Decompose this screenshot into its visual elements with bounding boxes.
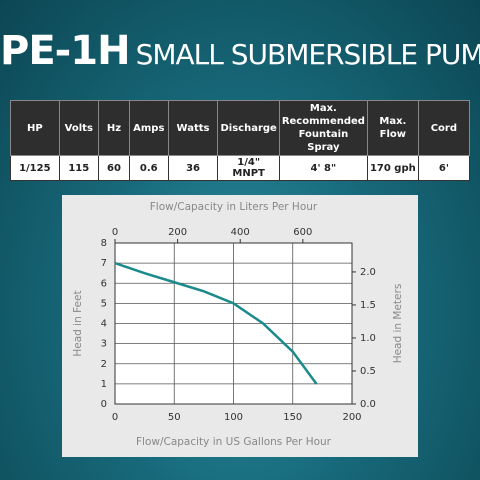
y2-axis-label: Head in Meters <box>392 284 404 364</box>
x-tick-label: 200 <box>342 412 361 423</box>
x2-tick-label: 200 <box>168 227 187 238</box>
y-tick-label: 1 <box>101 379 107 390</box>
y2-tick-label: 1.0 <box>360 333 376 344</box>
column-header: Hz <box>97 100 130 156</box>
spec-table: HP Volts Hz Amps Watts Discharge Max. Recommen… <box>10 100 471 181</box>
y-tick-label: 0 <box>101 399 107 410</box>
y-axis-label: Head in Feet <box>72 290 84 356</box>
table-cell: 1/125 <box>10 155 60 181</box>
column-header: Cord <box>417 100 471 156</box>
table-cell: 4' 8" <box>278 155 368 181</box>
x2-tick-label: 0 <box>112 227 118 238</box>
x-tick-label: 150 <box>283 412 302 423</box>
x2-axis-label: Flow/Capacity in Liters Per Hour <box>150 201 318 213</box>
y2-tick-label: 0.0 <box>360 399 376 410</box>
title: PE-1H SMALL SUBMERSIBLE PUMP <box>0 28 480 74</box>
x-tick-label: 100 <box>224 412 243 423</box>
y2-tick-label: 2.0 <box>360 267 376 278</box>
table-cell: 1/4" MNPT <box>217 155 280 181</box>
y-tick-label: 8 <box>101 238 107 249</box>
column-header: Discharge <box>217 100 280 156</box>
column-header: Max. Recommended Fountain Spray <box>278 100 368 156</box>
y2-tick-label: 0.5 <box>360 366 376 377</box>
plot-frame <box>114 242 353 405</box>
y-tick-label: 3 <box>101 339 107 350</box>
y-tick-label: 5 <box>101 298 107 309</box>
product-title: SMALL SUBMERSIBLE PUMP <box>135 38 480 71</box>
y-tick-label: 7 <box>101 258 107 269</box>
x-tick-label: 0 <box>112 412 118 423</box>
x-tick-label: 50 <box>168 412 181 423</box>
y-tick-label: 6 <box>101 278 107 289</box>
table-cell: 36 <box>167 155 219 181</box>
table-cell: 60 <box>97 155 130 181</box>
y2-tick-label: 1.5 <box>360 300 376 311</box>
x2-tick-label: 600 <box>293 227 312 238</box>
column-header: HP <box>10 100 60 156</box>
model: PE-1H <box>0 28 131 74</box>
x2-tick-label: 400 <box>231 227 250 238</box>
table-row: 1/125 115 60 0.6 36 1/4" MNPT 4' 8" 170 gph 6' <box>10 155 471 181</box>
column-header: Watts <box>167 100 219 156</box>
y-tick-label: 4 <box>101 319 107 330</box>
y-tick-label: 2 <box>101 359 107 370</box>
line <box>114 261 318 385</box>
x-axis-label: Flow/Capacity in US Gallons Per Hour <box>136 436 332 448</box>
column-header: Amps <box>128 100 169 156</box>
table-cell: 115 <box>58 155 99 181</box>
table-cell: 0.6 <box>128 155 169 181</box>
table-cell: 6' <box>417 155 471 181</box>
